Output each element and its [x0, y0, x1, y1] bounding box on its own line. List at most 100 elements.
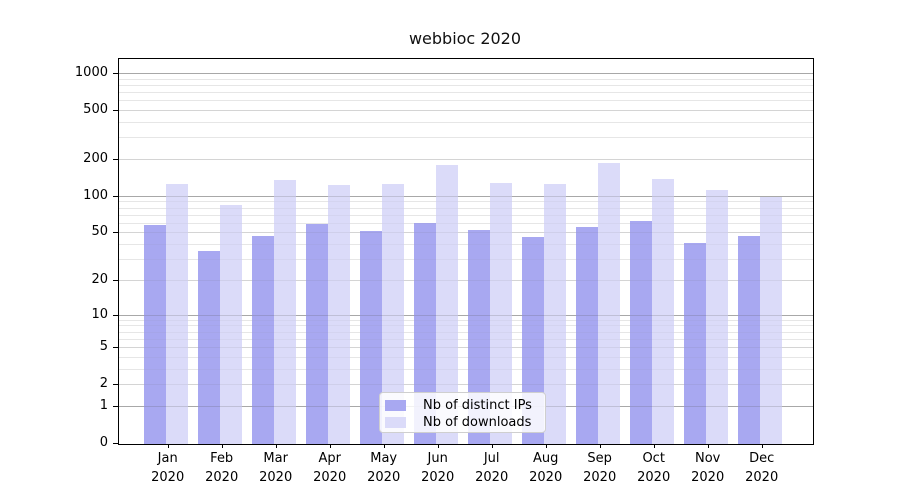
gridline — [119, 384, 813, 386]
bar-downloads-feb — [220, 204, 242, 444]
bar-downloads-jun — [436, 165, 458, 444]
legend-label-distinct-ips: Nb of distinct IPs — [423, 398, 532, 413]
y-tick-mark — [113, 347, 118, 349]
y-tick-mark — [113, 314, 118, 316]
gridline-overlay — [119, 347, 813, 349]
minor-gridline — [119, 368, 813, 370]
bar-downloads-dec — [760, 196, 782, 444]
x-tick-mark — [491, 444, 493, 448]
minor-gridline — [119, 92, 813, 94]
minor-gridline — [119, 201, 813, 203]
x-tick-label: Aug 2020 — [529, 451, 563, 485]
x-tick-label: Dec 2020 — [745, 451, 779, 485]
minor-gridline — [119, 84, 813, 86]
minor-gridline-overlay — [119, 201, 813, 203]
minor-gridline — [119, 244, 813, 246]
x-tick-mark — [329, 444, 331, 448]
y-tick-mark — [113, 384, 118, 386]
gridline-overlay — [119, 314, 813, 316]
bar-downloads-oct — [652, 179, 674, 444]
bar-downloads-may — [382, 184, 404, 444]
gridline-overlay — [119, 384, 813, 386]
minor-gridline-overlay — [119, 368, 813, 370]
x-tick-mark — [383, 444, 385, 448]
bar-distinct-ips-sep — [576, 226, 598, 444]
bar-distinct-ips-oct — [630, 221, 652, 444]
minor-gridline — [119, 319, 813, 321]
gridline — [119, 232, 813, 234]
bar-downloads-jul — [490, 182, 512, 444]
x-tick-mark — [599, 444, 601, 448]
legend: Nb of distinct IPs Nb of downloads — [379, 392, 546, 433]
x-tick-label: Jul 2020 — [475, 451, 509, 485]
minor-gridline-overlay — [119, 244, 813, 246]
minor-gridline-overlay — [119, 325, 813, 327]
x-tick-mark — [437, 444, 439, 448]
minor-gridline-overlay — [119, 78, 813, 80]
bar-distinct-ips-jun — [414, 222, 436, 444]
y-tick-mark — [113, 232, 118, 234]
minor-gridline-overlay — [119, 122, 813, 123]
x-tick-label: Sep 2020 — [583, 451, 617, 485]
x-tick-mark — [761, 444, 763, 448]
gridline — [119, 158, 813, 160]
x-tick-label: Oct 2020 — [637, 451, 671, 485]
minor-gridline — [119, 207, 813, 209]
legend-item-downloads: Nb of downloads — [385, 414, 545, 431]
minor-gridline-overlay — [119, 100, 813, 102]
y-tick-mark — [113, 279, 118, 281]
minor-gridline — [119, 338, 813, 340]
bar-downloads-nov — [706, 189, 728, 444]
x-tick-mark — [167, 444, 169, 448]
bar-downloads-sep — [598, 162, 620, 444]
gridline-overlay — [119, 232, 813, 234]
bar-distinct-ips-jan — [144, 224, 166, 444]
minor-gridline-overlay — [119, 338, 813, 340]
minor-gridline-overlay — [119, 137, 813, 139]
minor-gridline-overlay — [119, 259, 813, 261]
bar-distinct-ips-jul — [468, 230, 490, 444]
x-tick-mark — [653, 444, 655, 448]
x-tick-mark — [707, 444, 709, 448]
minor-gridline-overlay — [119, 207, 813, 209]
y-tick-label: 200 — [83, 150, 108, 166]
bar-distinct-ips-nov — [684, 242, 706, 444]
bar-downloads-aug — [544, 184, 566, 444]
minor-gridline-overlay — [119, 222, 813, 224]
minor-gridline — [119, 122, 813, 123]
gridline — [119, 279, 813, 281]
y-tick-label: 500 — [83, 102, 108, 118]
bar-distinct-ips-apr — [306, 223, 328, 444]
bar-downloads-jan — [166, 184, 188, 444]
gridline — [119, 314, 813, 316]
plot-area — [118, 58, 814, 445]
minor-gridline — [119, 325, 813, 327]
legend-item-distinct-ips: Nb of distinct IPs — [385, 397, 545, 414]
y-tick-mark — [113, 158, 118, 160]
x-tick-label: Nov 2020 — [691, 451, 725, 485]
bar-downloads-mar — [274, 180, 296, 444]
y-tick-label: 50 — [91, 224, 108, 240]
x-tick-mark — [275, 444, 277, 448]
gridline-overlay — [119, 195, 813, 197]
gridline-overlay — [119, 110, 813, 112]
gridline — [119, 73, 813, 74]
y-tick-label: 10 — [91, 306, 108, 322]
legend-swatch-distinct-ips-icon — [385, 400, 406, 411]
x-tick-label: Jan 2020 — [151, 451, 185, 485]
y-tick-label: 5 — [99, 339, 108, 355]
bar-distinct-ips-dec — [738, 235, 760, 444]
minor-gridline-overlay — [119, 92, 813, 94]
minor-gridline-overlay — [119, 319, 813, 321]
legend-label-downloads: Nb of downloads — [423, 415, 532, 430]
y-tick-label: 1 — [99, 397, 108, 413]
x-tick-label: May 2020 — [367, 451, 401, 485]
gridline-overlay — [119, 158, 813, 160]
x-tick-label: Mar 2020 — [259, 451, 293, 485]
minor-gridline — [119, 78, 813, 80]
x-tick-mark — [545, 444, 547, 448]
gridline — [119, 195, 813, 197]
y-tick-mark — [113, 405, 118, 407]
minor-gridline-overlay — [119, 214, 813, 216]
bar-downloads-apr — [328, 184, 350, 444]
